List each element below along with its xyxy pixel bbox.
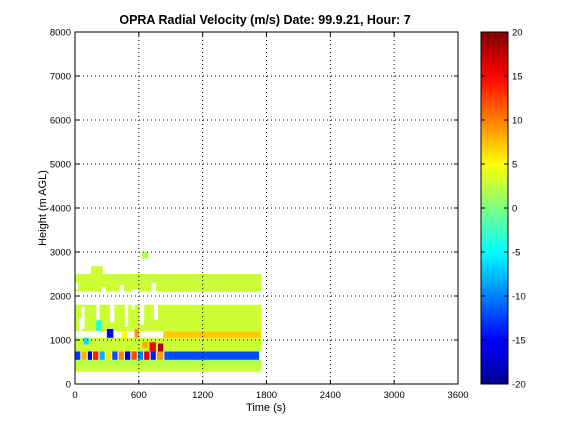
missing-data-cell	[139, 304, 145, 325]
data-cell	[96, 320, 102, 332]
colorbar-tick-label: 15	[512, 72, 523, 83]
data-cell	[105, 351, 112, 360]
data-cell	[75, 282, 262, 292]
data-cell	[81, 351, 87, 360]
data-cell	[142, 341, 149, 348]
missing-data-cell	[125, 304, 129, 327]
y-tick-label: 1000	[50, 336, 71, 347]
data-cell	[75, 274, 262, 283]
y-tick-label: 0	[66, 380, 71, 391]
y-tick-label: 2000	[50, 292, 71, 303]
data-cell	[75, 351, 81, 360]
data-cell	[149, 342, 156, 352]
x-tick-label: 2400	[320, 390, 341, 401]
data-cell	[144, 351, 150, 360]
colorbar-tick-label: 10	[512, 116, 523, 127]
missing-data-cell	[151, 282, 156, 305]
y-axis-label: Height (m AGL)	[37, 170, 49, 246]
data-cell	[163, 331, 262, 338]
data-cell	[118, 351, 124, 360]
data-cell	[131, 351, 137, 360]
colorbar-tick-label: 20	[512, 28, 523, 39]
data-cell	[75, 304, 262, 332]
missing-data-cell	[131, 289, 135, 310]
x-tick-label: 3600	[447, 390, 468, 401]
data-cell	[164, 351, 260, 360]
plot-data	[75, 252, 262, 372]
data-cell	[90, 266, 103, 274]
data-cell	[121, 331, 128, 338]
missing-data-cell	[96, 304, 100, 321]
missing-data-cell	[119, 285, 124, 305]
x-tick-label: 3000	[384, 390, 405, 401]
chart-title: OPRA Radial Velocity (m/s) Date: 99.9.21…	[119, 13, 410, 27]
colorbar-tick-label: -5	[512, 248, 520, 259]
x-tick-label: 1200	[192, 390, 213, 401]
data-cell	[137, 351, 144, 360]
colorbar-tick-label: -20	[512, 380, 526, 391]
y-tick-label: 7000	[50, 72, 71, 83]
y-tick-label: 3000	[50, 248, 71, 259]
data-cell	[134, 329, 139, 338]
grid	[75, 32, 458, 384]
data-cell	[75, 337, 262, 352]
colorbar-tick-label: 0	[512, 204, 517, 215]
data-cell	[75, 365, 262, 372]
data-cell	[142, 252, 149, 259]
data-cell	[83, 337, 89, 345]
y-tick-label: 6000	[50, 116, 71, 127]
data-cell	[93, 351, 99, 360]
y-tick-label: 8000	[50, 28, 71, 39]
data-cell	[75, 359, 262, 366]
data-cell	[125, 351, 131, 360]
data-cell	[106, 329, 114, 338]
missing-data-cell	[153, 304, 158, 321]
x-axis-label: Time (s)	[246, 402, 286, 414]
y-tick-label: 5000	[50, 160, 71, 171]
missing-data-cell	[110, 304, 115, 323]
data-cell	[112, 351, 118, 360]
colorbar-ticks: -20 -15 -10 -5 0 5 10 15 20	[481, 28, 526, 391]
data-cell	[150, 351, 156, 360]
colorbar-tick-label: 5	[512, 160, 517, 171]
x-tick-label: 600	[131, 390, 147, 401]
y-tick-label: 4000	[50, 204, 71, 215]
data-cell	[99, 351, 105, 360]
missing-data-cell	[81, 307, 85, 329]
data-cell	[157, 343, 164, 352]
colorbar-tick-label: -10	[512, 292, 526, 303]
x-tick-label: 0	[72, 390, 77, 401]
missing-data-cell	[79, 318, 82, 338]
missing-data-cell	[75, 282, 79, 290]
colorbar	[480, 31, 509, 385]
axis-ticks: 0 600 1200 1800 2400 3000 3600 0 1000 2000 3000 400…	[50, 28, 469, 402]
data-cell	[87, 351, 93, 360]
missing-data-cell	[134, 289, 139, 305]
colorbar-tick-label: -15	[512, 336, 526, 347]
x-tick-label: 1800	[256, 390, 277, 401]
data-cell	[156, 351, 164, 360]
